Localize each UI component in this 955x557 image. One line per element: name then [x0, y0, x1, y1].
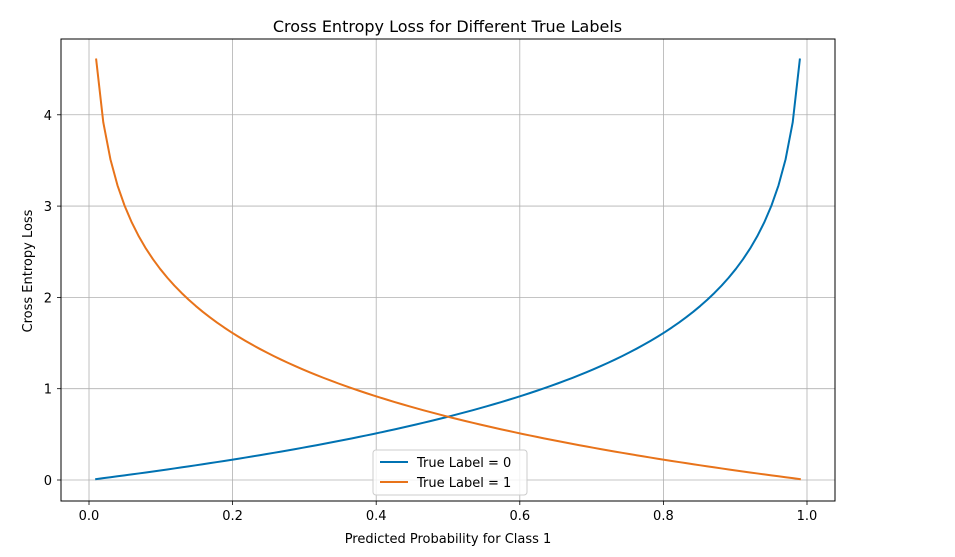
x-axis: 0.0 0.2 0.4 0.6 0.8 1.0 — [79, 501, 818, 524]
y-axis-label: Cross Entropy Loss — [21, 209, 36, 332]
y-tick-label: 2 — [44, 291, 52, 306]
x-tick-label: 0.8 — [653, 509, 674, 524]
grid — [61, 39, 835, 501]
plot-frame — [60, 38, 836, 502]
y-tick-label: 4 — [44, 109, 52, 124]
x-axis-label: Predicted Probability for Class 1 — [345, 532, 552, 547]
y-tick-label: 3 — [44, 200, 52, 215]
x-tick-label: 0.0 — [79, 509, 100, 524]
legend-box — [372, 449, 528, 496]
y-axis: 0 1 2 3 4 — [44, 109, 61, 489]
legend-label-true-label-0: True Label = 0 — [416, 456, 511, 471]
chart-title: Cross Entropy Loss for Different True La… — [273, 17, 622, 36]
legend-label-true-label-1: True Label = 1 — [416, 476, 511, 491]
y-tick-label: 0 — [44, 474, 52, 489]
series-line-true-label-1 — [95, 58, 801, 481]
plot-area — [61, 39, 835, 501]
y-tick-label: 1 — [44, 383, 52, 398]
x-tick-label: 0.6 — [509, 509, 530, 524]
x-tick-label: 1.0 — [797, 509, 818, 524]
legend: True Label = 0 True Label = 1 — [372, 449, 528, 496]
x-tick-label: 0.4 — [366, 509, 387, 524]
series-lines — [95, 58, 801, 481]
x-tick-label: 0.2 — [222, 509, 243, 524]
